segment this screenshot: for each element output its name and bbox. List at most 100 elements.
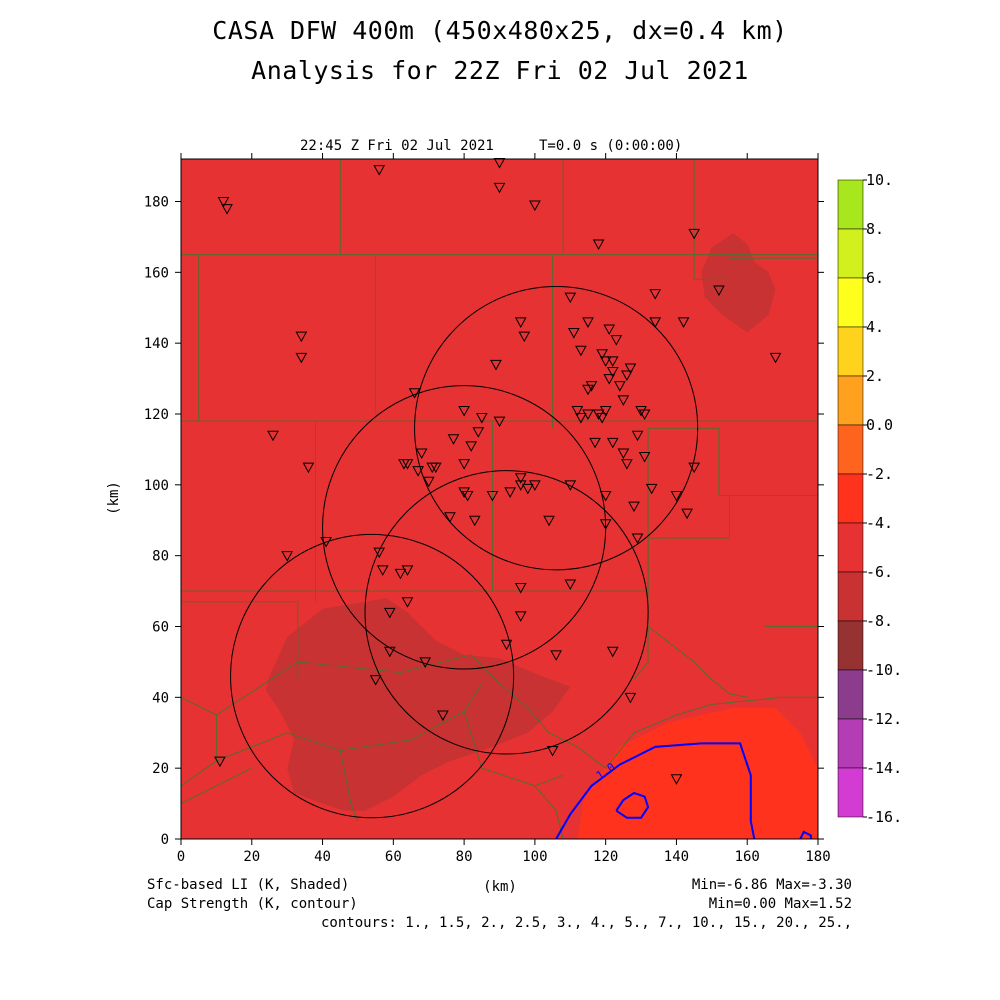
radar-ring-4	[230, 533, 515, 819]
station-marker	[408, 388, 421, 399]
station-marker	[649, 317, 662, 328]
station-marker	[603, 374, 616, 385]
station-marker	[486, 490, 499, 502]
station-marker	[688, 462, 700, 474]
station-marker	[610, 335, 623, 346]
y-tick-label: 140	[144, 336, 169, 352]
station-marker	[546, 745, 559, 757]
colorbar-label: 0.0	[866, 416, 893, 434]
colorbar-swatch	[837, 473, 864, 524]
station-marker	[419, 657, 432, 668]
station-marker	[606, 437, 619, 449]
station-marker	[582, 384, 594, 396]
y-tick-label: 40	[152, 690, 169, 706]
radar-ring-2	[322, 385, 607, 670]
colorbar-label: 6.	[866, 269, 884, 287]
station-marker	[670, 774, 683, 785]
station-marker	[575, 345, 587, 357]
colorbar-label: -12.	[866, 710, 902, 728]
cap-contour-2	[615, 791, 650, 819]
station-marker	[599, 405, 612, 417]
station-marker	[635, 405, 647, 417]
x-tick-label: 100	[522, 849, 547, 865]
boundary-line	[463, 711, 564, 787]
cap-contour-1	[555, 742, 756, 839]
station-marker	[543, 515, 555, 527]
colorbar-label: -8.	[866, 612, 893, 630]
station-marker	[429, 462, 442, 474]
colorbar-label: 4.	[866, 318, 884, 336]
boundary-line	[647, 495, 730, 592]
station-marker	[475, 413, 488, 424]
x-tick-label: 20	[243, 849, 260, 865]
colorbar-label: -2.	[866, 465, 893, 483]
colorbar-label: -14.	[866, 759, 902, 777]
y-tick-label: 160	[144, 265, 169, 281]
station-marker	[589, 437, 601, 449]
station-marker	[514, 611, 527, 622]
station-marker	[617, 448, 630, 459]
station-marker	[599, 356, 612, 367]
station-marker	[624, 363, 637, 374]
integration-time-label: T=0.0 s (0:00:00)	[539, 138, 682, 154]
station-marker	[649, 289, 662, 300]
y-tick-label: 120	[144, 407, 169, 423]
contour-field-label: Cap Strength (K, contour)	[147, 896, 358, 912]
station-marker	[681, 508, 693, 520]
chart-subtitle: Analysis for 22Z Fri 02 Jul 2021	[251, 56, 749, 85]
station-marker	[621, 459, 633, 470]
station-marker	[320, 537, 332, 548]
station-marker	[575, 413, 587, 424]
station-marker	[458, 459, 470, 470]
station-marker	[585, 381, 598, 392]
station-marker	[458, 405, 470, 417]
station-marker	[500, 639, 513, 651]
station-marker	[472, 427, 485, 438]
station-marker	[621, 370, 633, 382]
station-marker	[571, 405, 584, 417]
station-marker	[645, 483, 658, 495]
station-marker	[468, 515, 481, 527]
x-tick-label: 120	[593, 849, 618, 865]
colorbar-label: 10.	[866, 171, 893, 189]
station-marker	[688, 228, 700, 240]
y-axis-label: (km)	[106, 481, 122, 515]
station-marker	[514, 317, 527, 328]
station-marker	[458, 487, 470, 498]
x-tick-label: 80	[456, 849, 473, 865]
radar-ring-1	[414, 286, 699, 571]
colorbar-swatch	[837, 718, 864, 769]
station-marker	[493, 416, 506, 428]
station-marker	[606, 356, 619, 367]
station-marker	[624, 692, 637, 704]
station-marker	[214, 756, 226, 768]
chart-title: CASA DFW 400m (450x480x25, dx=0.4 km)	[212, 16, 788, 45]
station-marker	[514, 583, 527, 594]
station-marker	[677, 317, 690, 328]
station-marker	[493, 182, 506, 194]
station-marker	[613, 381, 626, 392]
axes: 0 20 40 60 80 100 120 140 160 180 0 20 40 60 80 100 120 1…	[144, 153, 831, 865]
y-tick-label: 180	[144, 195, 169, 211]
colorbar-swatch	[837, 277, 864, 328]
boundary-line	[577, 696, 818, 769]
x-tick-label: 140	[664, 849, 689, 865]
colorbar-swatch	[837, 326, 864, 377]
station-marker	[267, 430, 279, 442]
shaded-field-label: Sfc-based LI (K, Shaded)	[147, 877, 350, 893]
station-marker	[606, 646, 619, 658]
valid-time-label: 22:45 Z Fri 02 Jul 2021	[300, 138, 494, 154]
colorbar-label: -16.	[866, 808, 902, 826]
plot-frame	[180, 158, 819, 840]
station-marker	[514, 473, 527, 484]
station-marker	[514, 480, 527, 491]
station-marker	[564, 579, 577, 591]
boundary-line	[297, 654, 578, 748]
station-marker	[521, 483, 534, 495]
station-marker	[437, 710, 449, 722]
station-marker	[444, 512, 456, 523]
station-marker	[221, 204, 233, 215]
station-marker	[401, 597, 414, 608]
radar-range-rings	[230, 286, 699, 819]
